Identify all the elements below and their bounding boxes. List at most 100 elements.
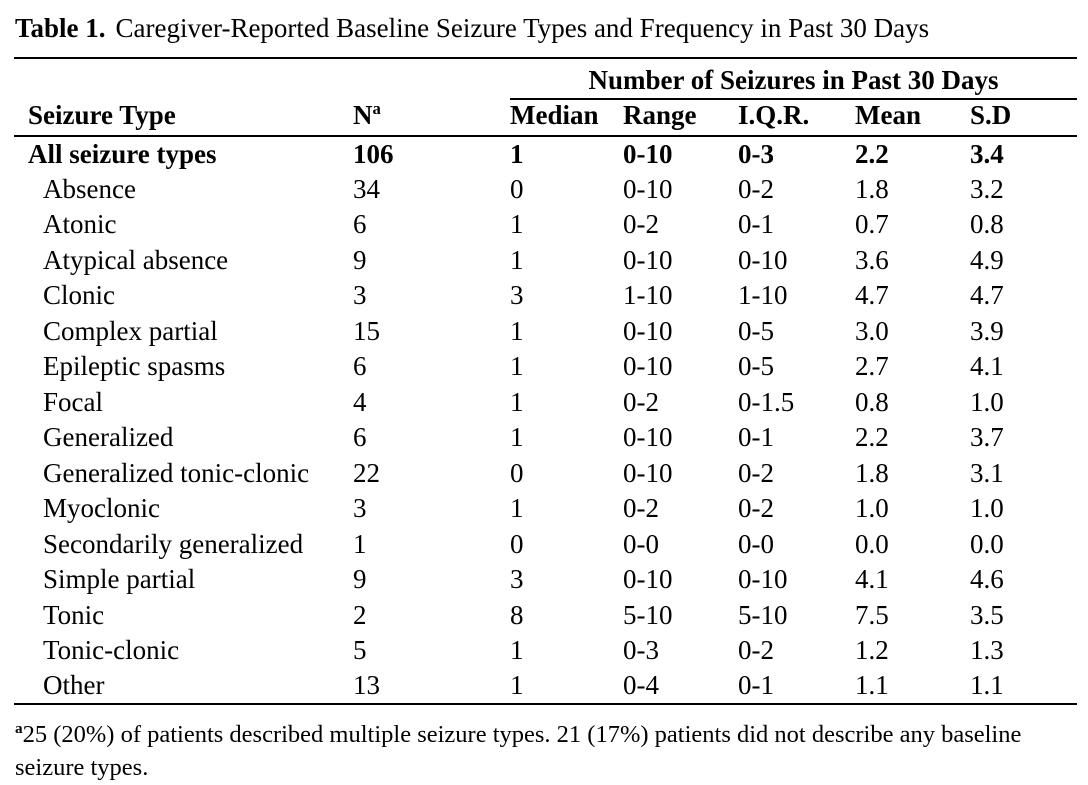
cell-sd: 3.7	[970, 422, 1004, 453]
cell-range: 0-10	[623, 351, 673, 382]
cell-sd: 0.8	[970, 209, 1004, 240]
cell-mean: 4.1	[855, 564, 889, 595]
cell-seizure-type: All seizure types	[28, 138, 217, 169]
table-row: Secondarily generalized 1 0 0-0 0-0 0.0 …	[14, 527, 1077, 563]
column-header-mean: Mean	[855, 99, 970, 137]
cell-sd: 4.6	[970, 564, 1004, 595]
cell-median: 3	[510, 564, 524, 595]
table-row: Focal 4 1 0-2 0-1.5 0.8 1.0	[14, 385, 1077, 421]
cell-sd: 4.9	[970, 244, 1004, 275]
cell-seizure-type: Myoclonic	[43, 493, 160, 524]
cell-n: 15	[353, 315, 380, 346]
table-number-label: Table 1.	[15, 13, 106, 43]
table-row: Atypical absence 9 1 0-10 0-10 3.6 4.9	[14, 243, 1077, 279]
table-body: All seizure types 106 1 0-10 0-3 2.2 3.4…	[14, 136, 1077, 705]
cell-n: 34	[353, 173, 380, 204]
cell-n: 6	[353, 351, 367, 382]
cell-iqr: 0-2	[738, 457, 774, 488]
cell-iqr: 0-10	[738, 244, 788, 275]
spanner-header: Number of Seizures in Past 30 Days	[510, 58, 1077, 100]
n-superscript: a	[372, 99, 381, 118]
column-header-seizure-type: Seizure Type	[14, 99, 353, 137]
seizure-frequency-table: Number of Seizures in Past 30 Days Seizu…	[14, 57, 1077, 705]
table-row: Absence 34 0 0-10 0-2 1.8 3.2	[14, 172, 1077, 208]
table-title-text: Caregiver-Reported Baseline Seizure Type…	[115, 13, 930, 43]
table-footnote: a25 (20%) of patients described multiple…	[15, 712, 1088, 784]
cell-seizure-type: Atypical absence	[43, 244, 229, 275]
cell-sd: 1.1	[970, 668, 1077, 705]
cell-range: 0-10	[623, 173, 673, 204]
cell-mean: 1.8	[855, 457, 889, 488]
cell-sd: 0.0	[970, 528, 1004, 559]
cell-range: 5-10	[623, 599, 673, 630]
column-header-sd: S.D	[970, 99, 1077, 137]
cell-range: 0-0	[623, 528, 659, 559]
cell-n: 3	[353, 493, 367, 524]
cell-range: 0-2	[623, 209, 659, 240]
cell-seizure-type: Secondarily generalized	[43, 528, 304, 559]
cell-sd: 4.1	[970, 351, 1004, 382]
cell-seizure-type: Other	[14, 668, 353, 705]
cell-range: 0-10	[623, 422, 673, 453]
column-header-row: Seizure Type Na Median Range I.Q.R. Mean…	[14, 99, 1077, 137]
cell-sd: 3.9	[970, 315, 1004, 346]
cell-iqr: 0-5	[738, 315, 774, 346]
cell-range: 0-10	[623, 564, 673, 595]
table-header: Number of Seizures in Past 30 Days Seizu…	[14, 58, 1077, 137]
cell-iqr: 5-10	[738, 599, 788, 630]
cell-seizure-type: Generalized	[43, 422, 174, 453]
column-header-iqr: I.Q.R.	[738, 99, 855, 137]
table-row: Other 13 1 0-4 0-1 1.1 1.1	[14, 668, 1077, 705]
table-row: Simple partial 9 3 0-10 0-10 4.1 4.6	[14, 562, 1077, 598]
table-row: Tonic-clonic 5 1 0-3 0-2 1.2 1.3	[14, 633, 1077, 669]
table-row: Atonic 6 1 0-2 0-1 0.7 0.8	[14, 207, 1077, 243]
cell-sd: 4.7	[970, 280, 1004, 311]
cell-range: 0-4	[623, 668, 738, 705]
cell-mean: 2.2	[855, 422, 889, 453]
cell-range: 0-3	[623, 635, 659, 666]
table-title: Table 1. Caregiver-Reported Baseline Seiz…	[15, 12, 1077, 44]
cell-n: 9	[353, 244, 367, 275]
cell-sd: 3.2	[970, 173, 1004, 204]
cell-seizure-type: Clonic	[43, 280, 115, 311]
cell-sd: 3.5	[970, 599, 1004, 630]
cell-range: 0-10	[623, 457, 673, 488]
cell-median: 3	[510, 280, 524, 311]
spanner-spacer	[14, 58, 510, 99]
cell-iqr: 0-2	[738, 173, 774, 204]
table-row: Generalized tonic-clonic 22 0 0-10 0-2 1…	[14, 456, 1077, 492]
cell-n: 9	[353, 564, 367, 595]
cell-seizure-type: Epileptic spasms	[43, 351, 226, 382]
cell-range: 0-2	[623, 493, 659, 524]
n-label: N	[353, 100, 373, 130]
cell-median: 8	[510, 599, 524, 630]
cell-mean: 1.0	[855, 493, 889, 524]
cell-iqr: 0-1	[738, 209, 774, 240]
cell-median: 1	[510, 386, 524, 417]
cell-seizure-type: Simple partial	[43, 564, 196, 595]
cell-n: 13	[353, 668, 510, 705]
cell-n: 1	[353, 528, 367, 559]
cell-mean: 2.7	[855, 351, 889, 382]
cell-iqr: 0-10	[738, 564, 788, 595]
table-row: All seizure types 106 1 0-10 0-3 2.2 3.4	[14, 136, 1077, 172]
cell-sd: 1.3	[970, 635, 1004, 666]
column-header-median: Median	[510, 99, 623, 137]
cell-mean: 1.8	[855, 173, 889, 204]
cell-iqr: 0-5	[738, 351, 774, 382]
cell-seizure-type: Tonic	[43, 599, 105, 630]
cell-median: 1	[510, 422, 524, 453]
cell-n: 6	[353, 422, 367, 453]
cell-n: 5	[353, 635, 367, 666]
cell-mean: 3.6	[855, 244, 889, 275]
cell-sd: 3.4	[970, 138, 1004, 169]
table-row: Generalized 6 1 0-10 0-1 2.2 3.7	[14, 420, 1077, 456]
cell-median: 1	[510, 351, 524, 382]
cell-seizure-type: Absence	[43, 173, 136, 204]
cell-mean: 0.0	[855, 528, 889, 559]
cell-seizure-type: Tonic-clonic	[43, 635, 180, 666]
cell-mean: 2.2	[855, 138, 889, 169]
cell-seizure-type: Complex partial	[43, 315, 218, 346]
cell-iqr: 0-2	[738, 493, 774, 524]
